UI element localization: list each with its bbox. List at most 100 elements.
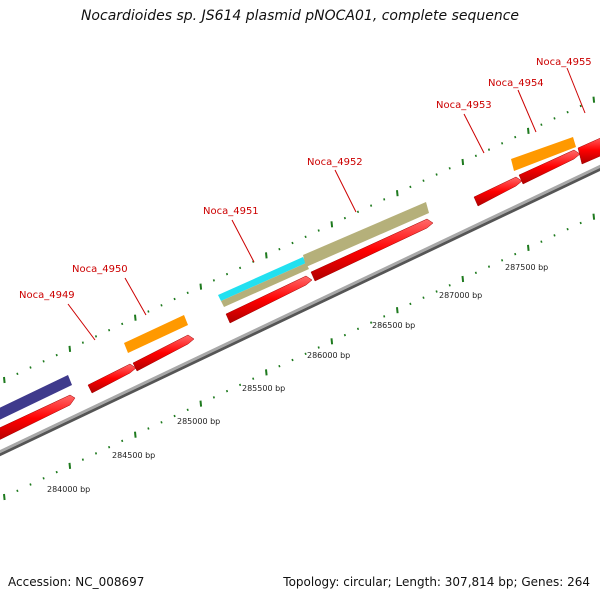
- minor-tick: [343, 216, 346, 220]
- minor-tick: [553, 117, 556, 120]
- leader-noca-4949: [67, 303, 96, 341]
- major-tick: [68, 462, 72, 469]
- cds-arrow: [0, 394, 76, 440]
- leader-noca-4950: [124, 277, 147, 316]
- leader-noca-4954: [517, 89, 537, 133]
- minor-tick: [94, 452, 98, 455]
- minor-tick: [16, 489, 19, 493]
- minor-tick: [317, 229, 320, 232]
- leader-noca-4952: [334, 169, 357, 213]
- major-tick: [461, 275, 465, 283]
- minor-tick: [186, 408, 189, 412]
- minor-tick: [252, 377, 255, 380]
- minor-tick: [383, 315, 386, 318]
- minor-tick: [409, 302, 412, 306]
- major-tick: [134, 314, 137, 321]
- backbone-shadow: [0, 167, 600, 457]
- scale-ticks-outer: [3, 96, 596, 384]
- gene-label-noca-4951: Noca_4951: [203, 206, 259, 217]
- minor-tick: [540, 123, 543, 126]
- minor-tick: [501, 259, 504, 262]
- gene-label-noca-4949: Noca_4949: [19, 290, 75, 301]
- cds-arrow: [577, 137, 600, 165]
- minor-tick: [212, 396, 215, 399]
- minor-tick: [29, 366, 32, 369]
- minor-tick: [435, 173, 438, 176]
- minor-tick: [356, 327, 360, 331]
- cds-arrow: [310, 218, 434, 282]
- backbone: [0, 164, 600, 454]
- cds-arrow: [132, 334, 195, 372]
- feature-orange: [511, 137, 576, 171]
- leader-noca-4951: [231, 219, 255, 263]
- minor-tick: [422, 296, 425, 299]
- minor-tick: [540, 240, 543, 243]
- minor-tick: [343, 333, 346, 337]
- minor-tick: [278, 364, 281, 368]
- major-tick: [265, 252, 268, 259]
- bp-labels: 284000 bp 284500 bp 285000 bp 285500 bp …: [47, 263, 548, 494]
- sequence-summary-text: Topology: circular; Length: 307,814 bp; …: [283, 575, 590, 589]
- feature-bars: [0, 137, 576, 420]
- minor-tick: [409, 185, 412, 189]
- minor-tick: [94, 335, 98, 338]
- minor-tick: [566, 110, 569, 114]
- major-tick: [592, 213, 596, 220]
- major-tick: [330, 338, 334, 345]
- minor-tick: [291, 358, 294, 362]
- bp-label: 285000 bp: [177, 417, 220, 426]
- minor-tick: [514, 252, 517, 256]
- accession-text: Accession: NC_008697: [8, 575, 145, 589]
- minor-tick: [474, 154, 477, 158]
- cds-arrow: [473, 176, 523, 207]
- minor-tick: [566, 227, 569, 231]
- minor-tick: [291, 241, 294, 245]
- minor-tick: [55, 353, 58, 357]
- feature-cyan: [218, 257, 306, 301]
- major-tick: [592, 96, 596, 103]
- minor-tick: [239, 266, 242, 270]
- minor-tick: [81, 341, 84, 344]
- gene-label-noca-4953: Noca_4953: [436, 100, 492, 111]
- major-tick: [68, 345, 72, 352]
- minor-tick: [186, 291, 189, 295]
- map-title: Nocardioides sp. JS614 plasmid pNOCA01, …: [80, 8, 520, 24]
- gene-label-noca-4955: Noca_4955: [536, 57, 592, 68]
- bp-label: 284500 bp: [112, 451, 155, 460]
- minor-tick: [173, 414, 176, 418]
- minor-tick: [487, 148, 491, 151]
- minor-tick: [42, 477, 45, 480]
- minor-tick: [239, 383, 242, 387]
- major-tick: [396, 190, 399, 197]
- major-tick: [265, 369, 268, 376]
- minor-tick: [212, 279, 215, 282]
- minor-tick: [448, 167, 451, 170]
- minor-tick: [42, 360, 45, 363]
- scale-ticks-inner: [3, 213, 596, 501]
- major-tick: [199, 400, 203, 407]
- minor-tick: [304, 235, 307, 239]
- bp-label: 284000 bp: [47, 485, 90, 494]
- minor-tick: [108, 328, 111, 332]
- minor-tick: [370, 321, 373, 324]
- cds-arrow: [87, 363, 137, 394]
- minor-tick: [501, 142, 504, 145]
- minor-tick: [225, 272, 229, 276]
- feature-orange: [124, 315, 188, 353]
- minor-tick: [383, 198, 386, 201]
- leader-noca-4953: [463, 113, 485, 154]
- minor-tick: [160, 421, 163, 424]
- minor-tick: [422, 179, 425, 182]
- minor-tick: [278, 247, 281, 251]
- major-tick: [330, 221, 334, 228]
- leader-noca-4955: [566, 67, 586, 114]
- major-tick: [396, 307, 399, 314]
- bp-label: 286500 bp: [372, 321, 415, 330]
- feature-khaki: [303, 202, 429, 267]
- cds-red-track: [0, 137, 600, 440]
- minor-tick: [160, 304, 163, 307]
- minor-tick: [55, 470, 58, 474]
- gene-label-noca-4952: Noca_4952: [307, 157, 363, 168]
